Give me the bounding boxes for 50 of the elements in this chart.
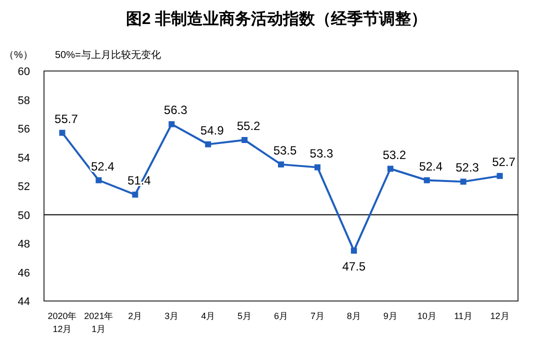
data-label: 53.5 <box>273 143 297 158</box>
data-label: 47.5 <box>342 260 366 274</box>
x-tick-label: 9月 <box>383 311 398 321</box>
y-tick-label: 50 <box>18 210 30 222</box>
x-tick-label: 2月 <box>128 311 142 321</box>
point <box>242 137 248 143</box>
point <box>96 177 102 184</box>
y-tick-label: 54 <box>18 152 30 164</box>
x-tick-label: 5月 <box>238 311 252 321</box>
x-tick-label: 2020年 12月 <box>48 311 77 334</box>
data-label: 52.7 <box>492 154 516 169</box>
point <box>314 164 320 170</box>
y-tick-label: 44 <box>18 296 30 308</box>
x-tick-label: 7月 <box>310 311 324 321</box>
y-tick-label: 52 <box>18 181 30 193</box>
y-tick-label: 56 <box>18 124 30 136</box>
point <box>460 178 466 185</box>
data-label: 52.4 <box>419 159 443 174</box>
y-tick-label: 48 <box>18 238 30 250</box>
point <box>387 166 394 172</box>
x-tick-label: 11月 <box>454 311 472 321</box>
data-label: 54.9 <box>200 123 224 138</box>
x-tick-label: 6月 <box>274 311 288 321</box>
point <box>132 192 138 198</box>
x-tick-label: 2021年 1月 <box>84 311 114 334</box>
x-tick-label: 10月 <box>417 311 436 321</box>
point <box>168 121 175 128</box>
point <box>278 161 284 168</box>
point <box>496 172 503 179</box>
x-tick-label: 12月 <box>490 311 510 321</box>
data-label: 56.3 <box>164 103 188 118</box>
y-axis-title: （%） <box>4 50 33 61</box>
point <box>350 248 357 254</box>
x-tick-label: 3月 <box>164 311 179 321</box>
chart-title: 图2 非制造业商务活动指数（经季节调整） <box>126 10 428 28</box>
data-label: 53.3 <box>310 146 334 160</box>
point <box>59 130 66 136</box>
y-tick-label: 58 <box>18 94 30 107</box>
x-tick-label: 8月 <box>346 311 361 321</box>
data-label: 55.2 <box>236 119 261 133</box>
data-label: 52.4 <box>91 159 115 174</box>
data-label: 55.7 <box>54 112 78 126</box>
point <box>205 141 212 148</box>
y-tick-label: 60 <box>18 66 30 78</box>
data-label: 52.3 <box>456 160 480 175</box>
data-label: 53.2 <box>382 148 406 162</box>
text: 50%=与上月比较无变化 <box>55 49 161 61</box>
y-tick-label: 46 <box>18 267 30 280</box>
point <box>424 177 430 184</box>
x-tick-label: 4月 <box>201 311 216 321</box>
